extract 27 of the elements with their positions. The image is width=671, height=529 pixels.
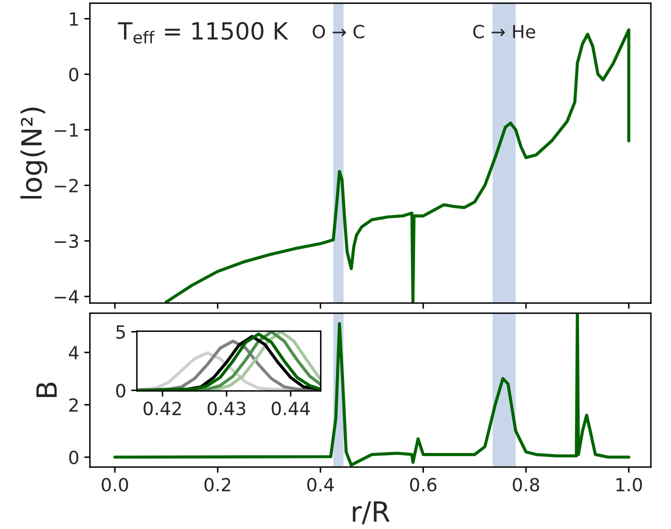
y-tick-label: −4 <box>54 290 78 304</box>
y-tick-label: −3 <box>54 234 78 248</box>
x-tick-label: 0.2 <box>204 478 230 492</box>
y-tick-label: 4 <box>68 346 78 360</box>
y-tick-label: 2 <box>69 398 78 412</box>
x-tick-label: 0.8 <box>512 478 540 492</box>
x-tick-label: 1.0 <box>616 478 642 492</box>
x-tick-label: 0.43 <box>208 402 246 416</box>
y-tick-label: −2 <box>54 178 78 192</box>
y-tick-label: 1 <box>70 12 78 26</box>
y-tick-label: 5 <box>116 325 125 339</box>
x-tick-label: 0.0 <box>102 478 128 492</box>
y-axis-title: log(N²) <box>20 108 48 198</box>
y-tick-label: 0 <box>116 384 126 398</box>
x-tick-label: 0.6 <box>410 478 436 492</box>
line-series <box>113 313 630 467</box>
annotation: T$_{eff}$ = 11500 K <box>118 22 288 44</box>
band-label: C → He <box>473 24 536 38</box>
y-tick-label: −1 <box>54 124 78 137</box>
x-tick-label: 0.44 <box>272 402 310 416</box>
band-label: O → C <box>312 24 364 38</box>
x-tick-label: 0.42 <box>144 402 181 416</box>
x-axis-title: r/R <box>352 501 390 524</box>
x-tick-label: 0.4 <box>307 478 334 492</box>
y-tick-label: 0 <box>69 68 78 82</box>
y-tick-label: 0 <box>69 450 78 464</box>
y-axis-title: B <box>36 382 57 397</box>
